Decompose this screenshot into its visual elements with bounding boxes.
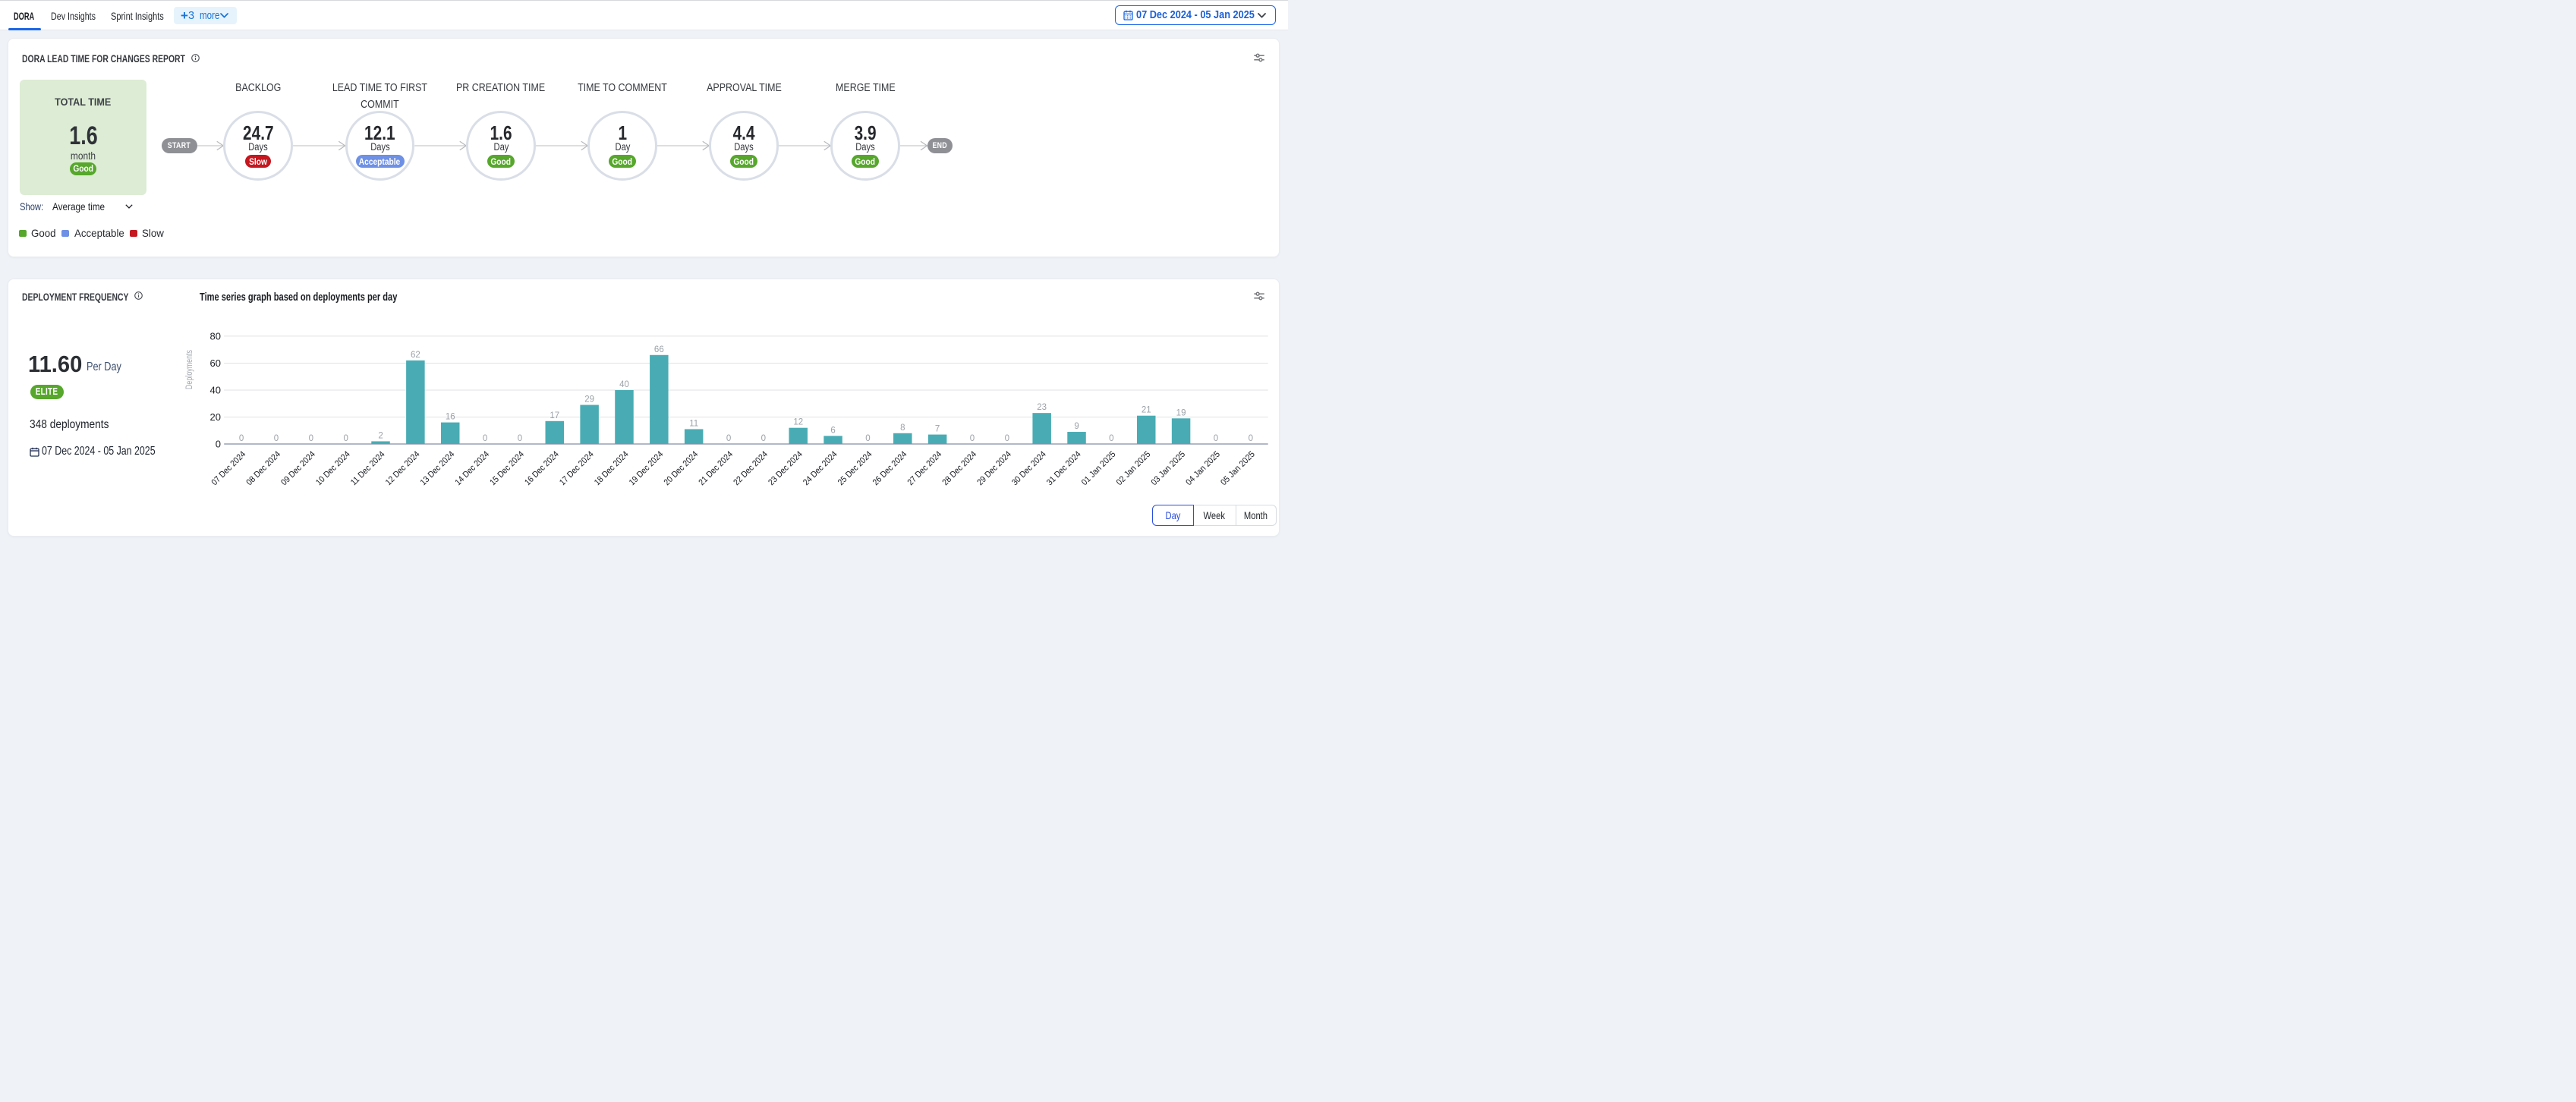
svg-text:30 Dec 2024: 30 Dec 2024 — [1010, 449, 1048, 487]
svg-text:27 Dec 2024: 27 Dec 2024 — [906, 449, 944, 487]
svg-text:01 Jan 2025: 01 Jan 2025 — [1080, 450, 1117, 487]
svg-text:80: 80 — [210, 330, 221, 342]
svg-text:0: 0 — [1214, 434, 1218, 443]
svg-text:25 Dec 2024: 25 Dec 2024 — [836, 449, 874, 487]
svg-text:05 Jan 2025: 05 Jan 2025 — [1219, 450, 1256, 487]
svg-text:11 Dec 2024: 11 Dec 2024 — [349, 449, 387, 487]
svg-text:31 Dec 2024: 31 Dec 2024 — [1045, 449, 1083, 487]
svg-text:0: 0 — [483, 434, 487, 443]
svg-text:23: 23 — [1037, 403, 1047, 412]
svg-text:6: 6 — [830, 426, 835, 435]
svg-text:0: 0 — [1109, 434, 1113, 443]
svg-text:08 Dec 2024: 08 Dec 2024 — [245, 449, 283, 487]
svg-text:0: 0 — [726, 434, 731, 443]
svg-text:0: 0 — [274, 434, 279, 443]
svg-text:16: 16 — [446, 413, 455, 422]
svg-text:10 Dec 2024: 10 Dec 2024 — [314, 449, 352, 487]
svg-text:Deployments: Deployments — [185, 350, 194, 389]
svg-text:66: 66 — [654, 345, 664, 354]
svg-text:12: 12 — [793, 418, 803, 427]
svg-text:17 Dec 2024: 17 Dec 2024 — [558, 449, 596, 487]
svg-text:29: 29 — [584, 395, 594, 405]
svg-text:26 Dec 2024: 26 Dec 2024 — [871, 449, 909, 487]
svg-text:0: 0 — [216, 439, 221, 450]
svg-text:2: 2 — [378, 431, 383, 440]
svg-text:21: 21 — [1142, 406, 1151, 415]
svg-text:62: 62 — [411, 351, 420, 360]
svg-text:0: 0 — [239, 434, 244, 443]
svg-text:16 Dec 2024: 16 Dec 2024 — [523, 449, 561, 487]
svg-text:14 Dec 2024: 14 Dec 2024 — [454, 449, 492, 487]
svg-text:40: 40 — [619, 380, 629, 389]
svg-text:0: 0 — [1249, 434, 1253, 443]
svg-text:7: 7 — [935, 425, 940, 434]
svg-text:03 Jan 2025: 03 Jan 2025 — [1150, 450, 1187, 487]
svg-text:23 Dec 2024: 23 Dec 2024 — [767, 449, 805, 487]
svg-text:8: 8 — [900, 423, 905, 433]
svg-text:0: 0 — [518, 434, 522, 443]
svg-text:20 Dec 2024: 20 Dec 2024 — [663, 449, 701, 487]
svg-text:04 Jan 2025: 04 Jan 2025 — [1185, 450, 1222, 487]
svg-text:19: 19 — [1176, 408, 1186, 417]
svg-text:18 Dec 2024: 18 Dec 2024 — [593, 449, 631, 487]
svg-text:0: 0 — [761, 434, 766, 443]
svg-text:28 Dec 2024: 28 Dec 2024 — [941, 449, 979, 487]
svg-text:9: 9 — [1074, 422, 1079, 431]
svg-text:0: 0 — [343, 434, 348, 443]
svg-text:07 Dec 2024: 07 Dec 2024 — [210, 449, 248, 487]
svg-text:13 Dec 2024: 13 Dec 2024 — [419, 449, 457, 487]
svg-text:02 Jan 2025: 02 Jan 2025 — [1115, 450, 1152, 487]
svg-text:21 Dec 2024: 21 Dec 2024 — [698, 449, 735, 487]
svg-text:15 Dec 2024: 15 Dec 2024 — [489, 449, 527, 487]
svg-text:40: 40 — [210, 384, 221, 395]
svg-text:24 Dec 2024: 24 Dec 2024 — [801, 449, 839, 487]
svg-text:11: 11 — [689, 419, 698, 428]
svg-text:20: 20 — [210, 411, 221, 423]
svg-text:0: 0 — [309, 434, 313, 443]
svg-text:12 Dec 2024: 12 Dec 2024 — [384, 449, 422, 487]
svg-text:17: 17 — [550, 411, 559, 420]
svg-text:29 Dec 2024: 29 Dec 2024 — [975, 449, 1013, 487]
svg-text:22 Dec 2024: 22 Dec 2024 — [732, 449, 770, 487]
svg-text:0: 0 — [1005, 434, 1009, 443]
svg-text:09 Dec 2024: 09 Dec 2024 — [279, 449, 317, 487]
svg-text:0: 0 — [970, 434, 975, 443]
svg-text:0: 0 — [865, 434, 870, 443]
svg-text:19 Dec 2024: 19 Dec 2024 — [628, 449, 666, 487]
svg-text:60: 60 — [210, 357, 221, 369]
